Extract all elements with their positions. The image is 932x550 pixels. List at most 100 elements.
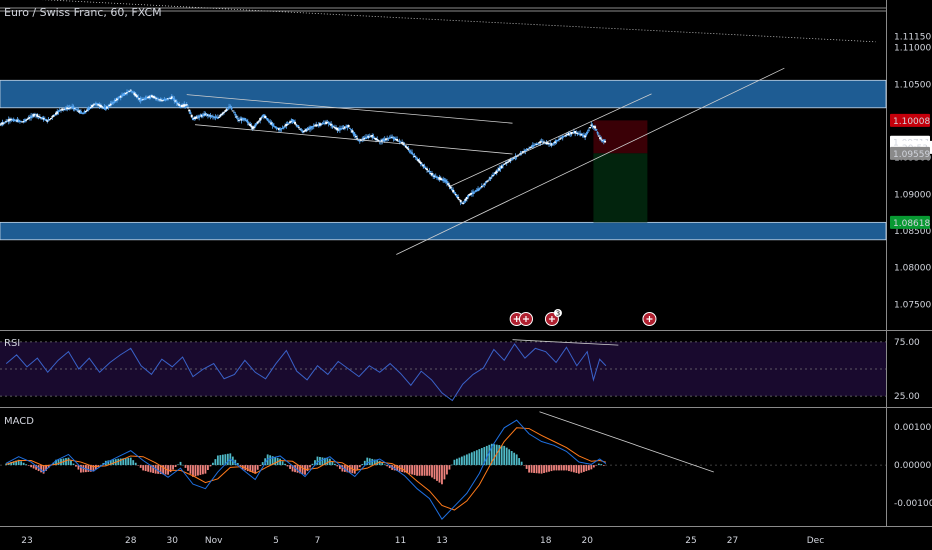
candle-body	[555, 140, 558, 143]
candle-body	[252, 126, 255, 129]
macd-hist-bar	[246, 465, 249, 472]
candle-body	[463, 201, 466, 203]
macd-hist-bar	[490, 443, 493, 466]
macd-hist-bar	[602, 465, 605, 466]
candle-body	[184, 104, 187, 106]
candle-body	[484, 182, 487, 184]
candle-body	[377, 140, 380, 142]
candle-body	[180, 104, 183, 108]
candle-body	[98, 104, 101, 107]
macd-hist-bar	[216, 455, 219, 466]
candle-body	[62, 108, 65, 110]
macd-hist-bar	[182, 464, 184, 466]
candle-body	[513, 157, 516, 159]
macd-hist-bar	[204, 465, 207, 474]
candle-body	[97, 104, 100, 106]
candle-body	[392, 136, 395, 139]
macd-hist-bar	[72, 463, 75, 466]
candle-body	[128, 90, 131, 92]
candle-body	[48, 119, 51, 121]
price-tag-label-4: 1.09559	[893, 150, 930, 160]
time-tick-label-13: Dec	[807, 536, 824, 546]
candle-body	[533, 145, 536, 147]
candle-body	[383, 138, 386, 141]
candle-body	[40, 117, 43, 119]
macd-hist-bar	[112, 459, 115, 466]
candle-body	[511, 157, 514, 160]
candle-body	[493, 173, 496, 175]
candle-body	[50, 118, 53, 120]
macd-hist-bar	[406, 465, 409, 474]
candle-body	[567, 132, 570, 136]
event-flag-icon-2[interactable]	[518, 312, 533, 326]
candle-body	[460, 202, 463, 204]
macd-hist-bar	[211, 462, 214, 466]
macd-tick-label-1: 0.00100	[894, 423, 931, 433]
candle-body	[236, 118, 239, 120]
candle-body	[580, 134, 583, 136]
macd-hist-bar	[134, 462, 137, 466]
price-tag-5	[890, 215, 930, 229]
candle-body	[351, 130, 354, 133]
macd-hist-bar	[456, 458, 458, 466]
candle-body	[478, 188, 481, 191]
candle-body	[69, 107, 72, 109]
candle-body	[504, 163, 507, 165]
candle-body	[299, 128, 302, 130]
candle-body	[559, 138, 562, 140]
candle-body	[417, 159, 420, 162]
candle-body	[10, 118, 13, 121]
candle-body	[286, 123, 289, 125]
candle-body	[11, 119, 14, 121]
candle-body	[93, 103, 96, 105]
macd-hist-bar	[555, 465, 558, 471]
candle-body	[327, 122, 330, 124]
candle-body	[445, 181, 448, 184]
macd-hist-bar	[331, 461, 334, 466]
rsi-line	[5, 343, 607, 402]
candle-body	[352, 131, 355, 135]
candle-body	[490, 176, 493, 178]
macd-hist-bar	[329, 458, 331, 466]
candle-body	[111, 102, 114, 105]
candle-body	[260, 117, 263, 119]
candle-body	[514, 156, 517, 158]
candle-body	[368, 136, 371, 138]
candle-body	[316, 124, 319, 126]
macd-hist-bar	[538, 465, 540, 474]
time-tick-label-8: 13	[436, 536, 447, 546]
candle-body	[63, 108, 66, 110]
macd-hist-bar	[284, 463, 286, 466]
candle-body	[407, 148, 410, 150]
candle-body	[1, 122, 4, 125]
macd-hist-bar	[495, 444, 498, 466]
candle-body	[249, 123, 252, 127]
candle-body	[89, 106, 92, 108]
candle-body	[211, 116, 214, 118]
candle-body	[225, 108, 228, 111]
candle-body	[561, 135, 564, 139]
candle-body	[431, 173, 434, 176]
candle-body	[592, 125, 595, 128]
macd-hist-bar	[177, 464, 179, 466]
macd-hist-bar	[575, 465, 578, 473]
candle-body	[191, 117, 194, 121]
event-flag-icon-3[interactable]: 3	[544, 309, 562, 326]
macd-hist-bar	[553, 465, 555, 471]
candle-body	[251, 126, 254, 130]
candle-body	[591, 125, 594, 127]
time-tick-label-6: 7	[315, 536, 321, 546]
macd-hist-bar	[236, 462, 239, 466]
macd-hist-bar	[264, 458, 267, 466]
candle-body	[590, 124, 593, 127]
rsi-tick-label-1: 75.00	[894, 338, 920, 348]
candle-body	[577, 133, 580, 135]
candle-body	[230, 107, 233, 110]
event-flag-icon-4[interactable]	[642, 312, 657, 326]
candle-body	[177, 103, 180, 105]
macd-hist-bar	[443, 465, 446, 480]
candle-body	[284, 125, 287, 127]
macd-hist-bar	[597, 463, 600, 466]
candle-body	[46, 119, 49, 122]
